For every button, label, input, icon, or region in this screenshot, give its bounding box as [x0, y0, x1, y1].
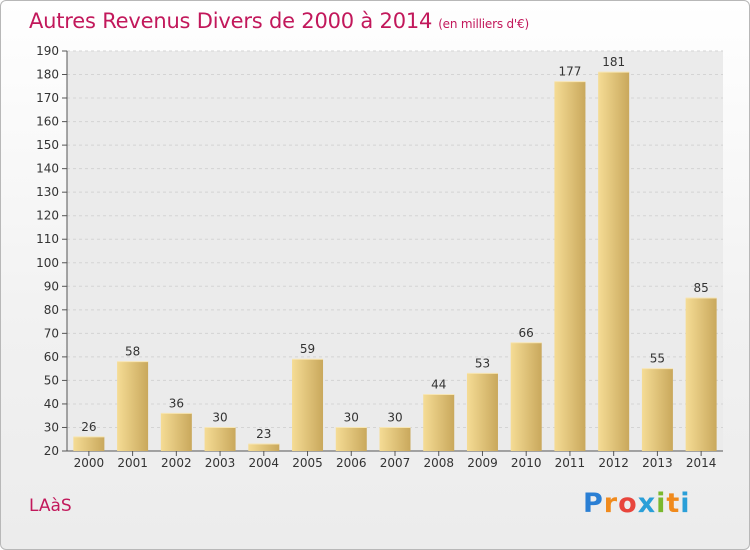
y-tick-label: 50 — [44, 373, 59, 387]
bar — [598, 72, 630, 452]
label-layer: 26 58 36 30 23 59 30 30 44 53 66 177 181 55 85 — [81, 55, 709, 441]
x-tick-label: 2006 — [336, 456, 367, 470]
y-tick-label: 140 — [36, 162, 59, 176]
logo-letter: i — [680, 488, 691, 519]
x-tick-label: 2000 — [74, 456, 105, 470]
y-tick-label: 150 — [36, 138, 59, 152]
data-label: 26 — [81, 420, 96, 434]
proxiti-logo: Proxiti — [583, 488, 691, 519]
y-tick-label: 70 — [44, 326, 59, 340]
chart-subtitle: (en milliers d'€) — [438, 17, 529, 31]
logo-letter: P — [583, 488, 604, 519]
data-label: 55 — [650, 352, 665, 366]
x-tick-label: 2014 — [686, 456, 717, 470]
data-label: 177 — [558, 65, 581, 79]
data-label: 36 — [169, 396, 184, 410]
bar — [73, 436, 105, 451]
y-tick-label: 120 — [36, 209, 59, 223]
logo-letter: i — [656, 488, 667, 519]
x-tick-label: 2011 — [555, 456, 586, 470]
bar — [117, 361, 149, 451]
x-tick-label: 2009 — [467, 456, 498, 470]
bar — [641, 368, 673, 451]
bar — [335, 427, 367, 451]
x-tick-label: 2002 — [161, 456, 192, 470]
y-tick-label: 60 — [44, 350, 59, 364]
bar — [685, 298, 717, 451]
logo-letter: o — [618, 488, 638, 519]
bar — [204, 427, 236, 451]
data-label: 85 — [693, 281, 708, 295]
x-tick-label: 2003 — [205, 456, 236, 470]
logo-letter: r — [603, 488, 619, 519]
data-label: 58 — [125, 345, 140, 359]
x-tick-label: 2005 — [292, 456, 323, 470]
bar-layer — [73, 71, 717, 452]
data-label: 66 — [519, 326, 534, 340]
y-tick-label: 90 — [44, 279, 59, 293]
y-tick-label: 80 — [44, 303, 59, 317]
x-tick-label: 2001 — [117, 456, 148, 470]
data-label: 44 — [431, 378, 446, 392]
chart-title: Autres Revenus Divers de 2000 à 2014 (en … — [29, 9, 529, 33]
y-tick-label: 100 — [36, 256, 59, 270]
data-label: 30 — [387, 410, 402, 424]
y-tick-label: 130 — [36, 185, 59, 199]
bar — [160, 413, 192, 451]
bar — [466, 373, 498, 451]
chart-title-text: Autres Revenus Divers de 2000 à 2014 — [29, 9, 433, 33]
x-tick-label: 2012 — [598, 456, 629, 470]
place-name: LAàS — [29, 496, 72, 516]
x-tick-label: 2010 — [511, 456, 542, 470]
y-tick-label: 20 — [44, 444, 59, 458]
data-label: 23 — [256, 427, 271, 441]
y-tick-label: 30 — [44, 420, 59, 434]
axis-layer: 20 30 40 50 60 70 80 90 100 110 120 130 140 150 160 170… — [36, 44, 723, 470]
bar — [292, 359, 324, 451]
y-tick-label: 160 — [36, 115, 59, 129]
bar — [423, 394, 455, 451]
y-tick-label: 170 — [36, 91, 59, 105]
data-label: 181 — [602, 55, 625, 69]
bar — [510, 342, 542, 451]
x-tick-label: 2013 — [642, 456, 673, 470]
y-tick-label: 110 — [36, 232, 59, 246]
data-label: 30 — [212, 410, 227, 424]
logo-letter: t — [666, 488, 681, 519]
x-tick-label: 2007 — [380, 456, 411, 470]
y-tick-label: 180 — [36, 68, 59, 82]
x-tick-label: 2004 — [249, 456, 280, 470]
data-label: 53 — [475, 356, 490, 370]
y-tick-label: 190 — [36, 44, 59, 58]
bar — [248, 443, 280, 451]
data-label: 59 — [300, 342, 315, 356]
logo-letter: x — [637, 488, 657, 519]
data-label: 30 — [344, 410, 359, 424]
y-tick-label: 40 — [44, 397, 59, 411]
bar — [554, 81, 586, 452]
x-tick-label: 2008 — [423, 456, 454, 470]
bar — [379, 427, 411, 451]
